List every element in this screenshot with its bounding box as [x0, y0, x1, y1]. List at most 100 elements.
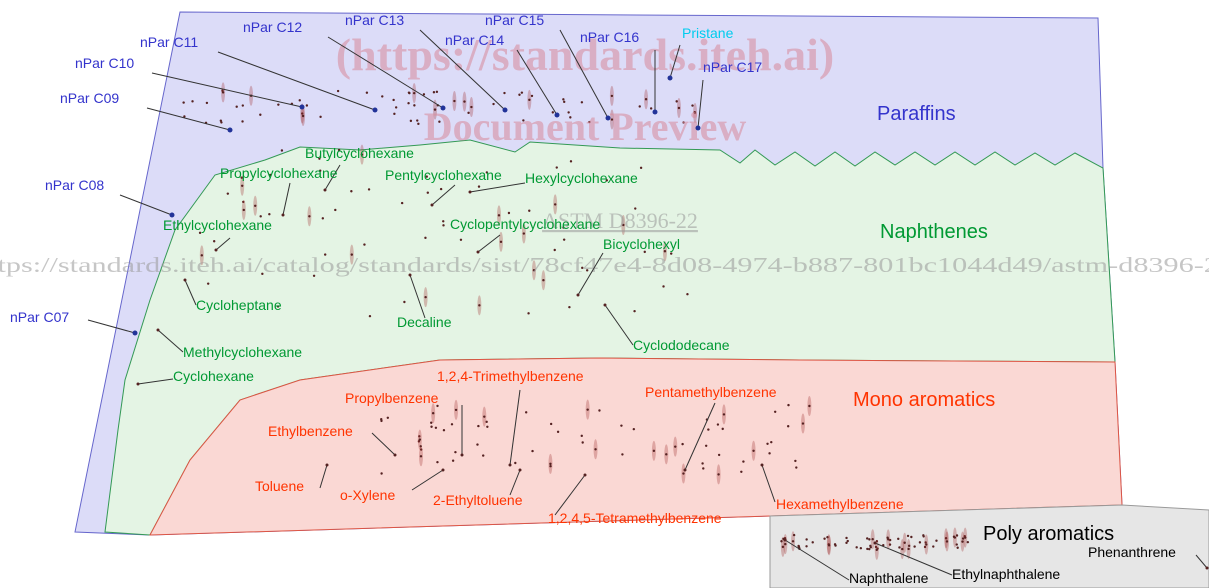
- compound-peak: [184, 279, 187, 282]
- peak: [306, 104, 308, 106]
- compound-label: Propylcyclohexane: [220, 165, 338, 181]
- peak: [302, 115, 304, 117]
- compound-label: Cyclopentylcyclohexane: [450, 216, 600, 232]
- watermark-link: https://standards.iteh.ai/catalog/standa…: [0, 253, 1209, 277]
- peak: [702, 467, 704, 469]
- peak: [662, 285, 664, 287]
- peak: [723, 413, 725, 415]
- compound-peak: [874, 542, 877, 545]
- peak: [722, 428, 724, 430]
- peak: [308, 215, 310, 217]
- peak: [717, 473, 719, 475]
- peak: [413, 92, 415, 94]
- peak: [586, 408, 588, 410]
- peak: [845, 542, 847, 544]
- compound-label: Naphthalene: [849, 570, 929, 586]
- peak: [236, 106, 238, 108]
- peak: [787, 425, 789, 427]
- mono-aromatics-region: [150, 358, 1122, 535]
- peak: [420, 455, 422, 457]
- peak: [299, 99, 301, 101]
- peak: [701, 462, 703, 464]
- peak: [549, 463, 551, 465]
- peak: [855, 546, 857, 548]
- compound-peak: [577, 294, 580, 297]
- peak: [556, 166, 558, 168]
- peak: [554, 203, 556, 205]
- peak: [443, 429, 445, 431]
- peak: [381, 95, 383, 97]
- compound-label: Pristane: [682, 25, 734, 41]
- compound-label: 2-Ethyltoluene: [433, 492, 523, 508]
- peak: [417, 123, 419, 125]
- peak: [416, 119, 418, 121]
- peak: [795, 466, 797, 468]
- peak: [562, 98, 564, 100]
- peak: [432, 412, 434, 414]
- peak: [907, 548, 909, 550]
- peak: [476, 443, 478, 445]
- peak: [633, 310, 635, 312]
- peak: [424, 296, 426, 298]
- peak: [401, 202, 403, 204]
- peak: [220, 121, 222, 123]
- peak: [424, 237, 426, 239]
- peak: [460, 239, 462, 241]
- peak: [925, 543, 927, 545]
- peak: [956, 534, 958, 536]
- peak: [550, 423, 552, 425]
- peak: [620, 424, 622, 426]
- region-label: Naphthenes: [880, 221, 988, 243]
- compound-peak: [282, 214, 285, 217]
- peak: [640, 167, 642, 169]
- peak: [337, 90, 339, 92]
- compound-peak: [300, 105, 305, 110]
- region-label: Paraffins: [877, 103, 956, 125]
- peak: [834, 543, 836, 545]
- compound-peak: [441, 106, 446, 111]
- page: (https://standards.iteh.ai) Document Pre…: [0, 0, 1209, 588]
- peak: [453, 100, 455, 102]
- peak: [410, 120, 412, 122]
- peak: [478, 304, 480, 306]
- peak: [454, 451, 456, 453]
- compound-label: Pentamethylbenzene: [645, 384, 777, 400]
- compound-peak: [784, 539, 787, 542]
- compound-peak: [503, 108, 508, 113]
- compound-peak: [215, 249, 218, 252]
- peak: [427, 192, 429, 194]
- peak: [281, 149, 283, 151]
- compound-label: Pentylcyclohexane: [385, 167, 502, 183]
- compound-peak: [442, 469, 445, 472]
- compound-label: nPar C10: [75, 55, 134, 71]
- compound-peak: [761, 464, 764, 467]
- peak: [549, 465, 551, 467]
- peak: [557, 431, 559, 433]
- peak: [681, 443, 683, 445]
- peak: [792, 540, 794, 542]
- peak: [322, 217, 324, 219]
- peak: [407, 102, 409, 104]
- peak: [870, 546, 872, 548]
- peak: [182, 101, 184, 103]
- peak: [380, 420, 382, 422]
- peak: [334, 209, 336, 211]
- peak: [369, 315, 371, 317]
- diagram: (https://standards.iteh.ai) Document Pre…: [0, 0, 1209, 588]
- compound-label: o-Xylene: [340, 487, 395, 503]
- peak: [477, 425, 479, 427]
- region-label: Mono aromatics: [853, 389, 995, 411]
- peak: [845, 537, 847, 539]
- peak: [802, 422, 804, 424]
- peak: [598, 409, 600, 411]
- compound-peak: [409, 274, 412, 277]
- peak: [718, 454, 720, 456]
- peak: [514, 462, 516, 464]
- peak: [768, 452, 770, 454]
- compound-peak: [606, 116, 611, 121]
- peak: [442, 224, 444, 226]
- compound-peak: [461, 454, 464, 457]
- peak: [222, 91, 224, 93]
- compound-peak: [584, 474, 587, 477]
- peak: [483, 415, 485, 417]
